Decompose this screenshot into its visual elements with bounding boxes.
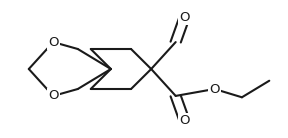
Text: O: O (48, 36, 58, 49)
Text: O: O (209, 83, 220, 95)
Text: O: O (179, 114, 190, 127)
Text: O: O (179, 11, 190, 24)
Text: O: O (48, 89, 58, 102)
